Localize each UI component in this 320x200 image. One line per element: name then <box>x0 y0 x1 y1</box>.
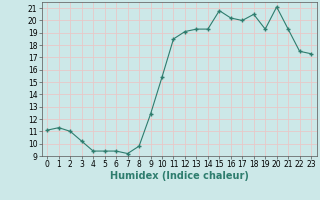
X-axis label: Humidex (Indice chaleur): Humidex (Indice chaleur) <box>110 171 249 181</box>
